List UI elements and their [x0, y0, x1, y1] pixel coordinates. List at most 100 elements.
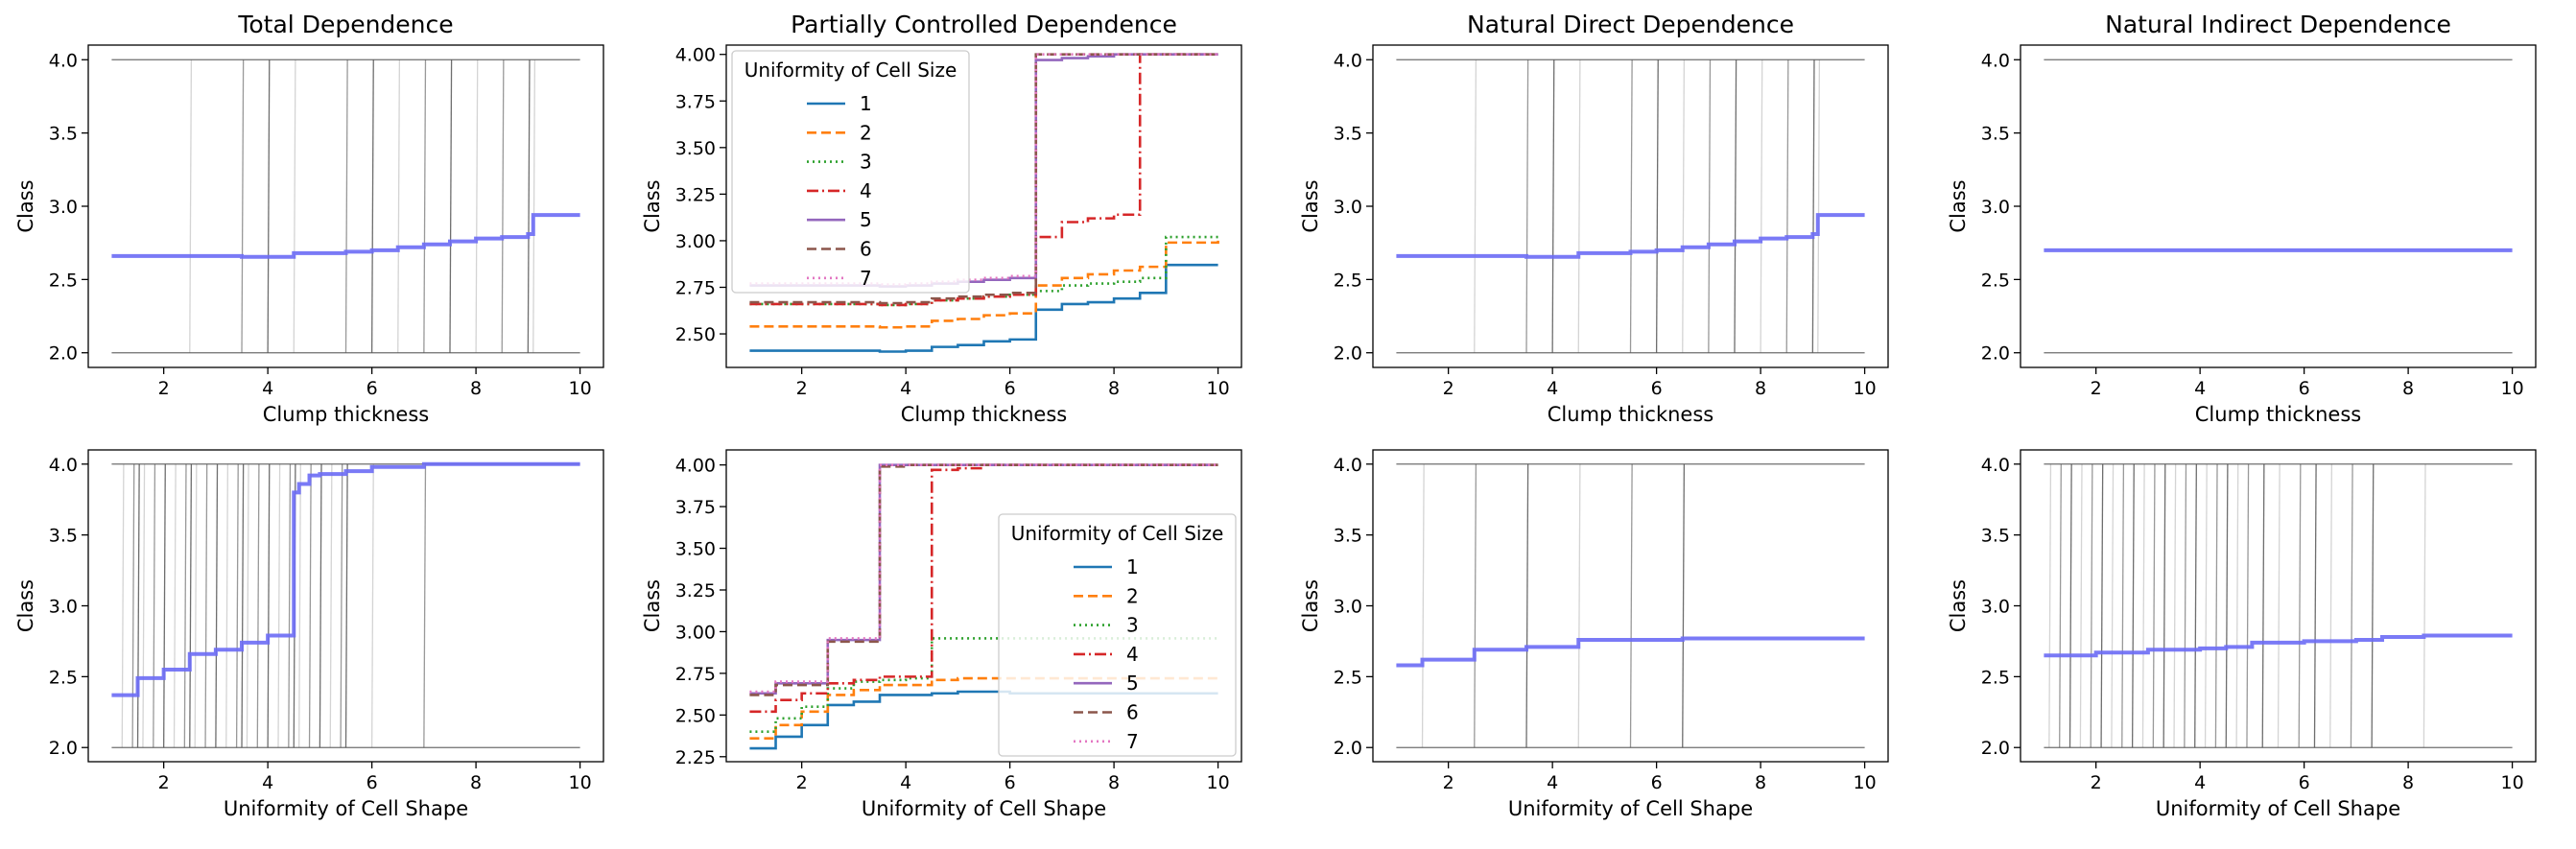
- ice-jump-line: [194, 463, 198, 748]
- y-tick-label: 2.5: [1334, 667, 1362, 688]
- panel-top-4: 2 4 6 8 10 2.0 2.5 3.0 3.5 4.0 Clump thickness Clas…: [1947, 11, 2537, 426]
- ice-jump-line: [2184, 463, 2187, 748]
- y-tick-label: 4.0: [49, 455, 78, 476]
- ice-jump-line: [319, 463, 322, 748]
- mean-dependence-line: [111, 213, 580, 259]
- y-axis-label: Class: [1947, 179, 1970, 232]
- plot-area: [2044, 463, 2513, 748]
- legend-label-5: 5: [860, 208, 872, 231]
- ice-jump-line: [2090, 463, 2093, 748]
- y-tick-label: 2.0: [1981, 343, 2010, 365]
- y-tick-label: 3.0: [49, 197, 78, 218]
- ice-jump-line: [241, 59, 245, 353]
- y-tick-label: 3.50: [675, 539, 716, 560]
- x-axis-label: Uniformity of Cell Shape: [1508, 797, 1753, 820]
- ice-jump-line: [2225, 463, 2229, 748]
- ice-jump-line: [225, 463, 229, 748]
- ice-jump-line: [1708, 59, 1712, 353]
- y-tick-label: 2.25: [675, 747, 716, 768]
- ice-jump-line: [293, 59, 296, 353]
- y-tick-label: 3.75: [675, 497, 716, 518]
- y-axis-label: Class: [641, 179, 664, 232]
- y-tick-label: 4.0: [1981, 50, 2010, 71]
- y-tick-label: 3.50: [675, 138, 716, 159]
- y-tick-label: 2.75: [675, 277, 716, 298]
- x-tick-label: 8: [1108, 378, 1120, 399]
- mean-dependence-line: [1396, 636, 1865, 668]
- ice-jump-line: [183, 463, 187, 748]
- x-axis-label: Clump thickness: [2195, 403, 2361, 426]
- ice-jump-line: [329, 463, 333, 748]
- ice-jump-line: [246, 463, 249, 748]
- x-tick-label: 2: [158, 772, 170, 793]
- ice-jump-line: [397, 59, 401, 353]
- ice-jump-line: [1474, 59, 1477, 353]
- series-line-6: [749, 53, 1218, 305]
- y-tick-label: 2.0: [1334, 738, 1362, 759]
- ice-jump-line: [423, 59, 427, 353]
- ice-jump-line: [2261, 463, 2265, 748]
- y-tick-label: 2.5: [1981, 270, 2010, 291]
- ice-jump-line: [527, 59, 531, 353]
- y-axis-label: Class: [641, 579, 664, 632]
- legend-box: [731, 50, 970, 294]
- y-tick-label: 4.0: [1334, 50, 1362, 71]
- ice-jump-line: [1474, 463, 1477, 748]
- ice-jump-line: [2131, 463, 2135, 748]
- x-tick-label: 8: [1755, 772, 1766, 793]
- ice-jump-line: [1682, 59, 1686, 353]
- x-tick-label: 10: [1206, 378, 1229, 399]
- mean-dependence-line: [2044, 633, 2513, 658]
- x-tick-label: 4: [1547, 772, 1558, 793]
- x-tick-label: 2: [158, 378, 170, 399]
- mean-dependence-line: [1396, 213, 1865, 259]
- ice-jump-line: [2204, 463, 2208, 748]
- ice-jump-line: [1785, 59, 1789, 353]
- y-tick-label: 3.0: [49, 597, 78, 618]
- x-tick-label: 2: [2091, 772, 2102, 793]
- x-tick-label: 8: [470, 378, 482, 399]
- ice-jump-line: [1760, 59, 1763, 353]
- x-tick-label: 6: [1651, 378, 1663, 399]
- x-tick-label: 8: [1755, 378, 1766, 399]
- x-tick-label: 8: [470, 772, 482, 793]
- ice-jump-line: [2246, 463, 2250, 748]
- mean-dependence-line: [111, 461, 580, 697]
- ice-jump-line: [2068, 463, 2072, 748]
- y-tick-label: 4.00: [675, 456, 716, 477]
- ice-jump-line: [267, 59, 271, 353]
- ice-jump-line: [344, 59, 348, 353]
- ice-jump-line: [163, 463, 166, 748]
- x-tick-label: 10: [1853, 378, 1876, 399]
- panel-top-3: 2 4 6 8 10 2.0 2.5 3.0 3.5 4.0 Clump thickness Clas…: [1299, 11, 1889, 426]
- x-tick-label: 6: [2299, 378, 2310, 399]
- y-tick-label: 3.0: [1334, 597, 1362, 618]
- ice-jump-line: [2079, 463, 2083, 748]
- y-tick-label: 2.75: [675, 664, 716, 685]
- y-axis-label: Class: [1299, 579, 1322, 632]
- legend-label-1: 1: [860, 92, 872, 115]
- x-axis-label: Clump thickness: [263, 403, 429, 426]
- x-tick-label: 4: [900, 378, 911, 399]
- y-tick-label: 2.5: [1334, 270, 1362, 291]
- ice-jump-line: [2100, 463, 2104, 748]
- ice-jump-line: [288, 463, 292, 748]
- plot-area: [111, 461, 580, 748]
- x-tick-label: 4: [2194, 772, 2206, 793]
- ice-jump-line: [1525, 463, 1529, 748]
- legend-label-7: 7: [860, 267, 872, 290]
- x-tick-label: 4: [2194, 378, 2206, 399]
- x-tick-label: 2: [2091, 378, 2102, 399]
- legend-label-7: 7: [1126, 730, 1139, 753]
- ice-jump-line: [1577, 463, 1581, 748]
- ice-jump-line: [370, 59, 374, 353]
- y-tick-label: 3.5: [49, 526, 78, 547]
- y-tick-label: 3.75: [675, 91, 716, 112]
- ice-jump-line: [308, 463, 312, 748]
- ice-jump-line: [121, 463, 125, 748]
- ice-jump-line: [241, 463, 245, 748]
- x-axis-label: Uniformity of Cell Shape: [862, 797, 1106, 820]
- legend: Uniformity of Cell Size 1 2 3 4 5 6 7: [731, 50, 970, 294]
- y-tick-label: 2.50: [675, 324, 716, 345]
- x-tick-label: 6: [1004, 378, 1016, 399]
